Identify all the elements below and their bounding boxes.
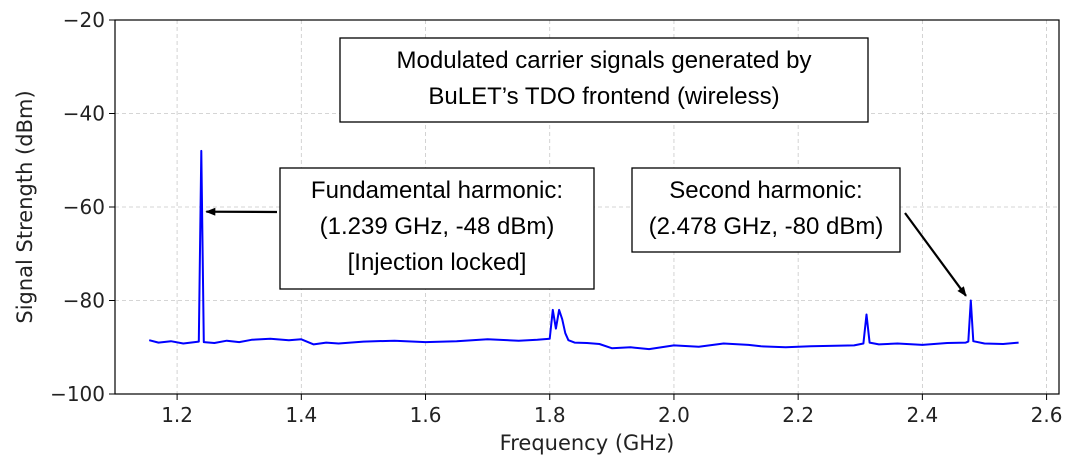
x-tick-label: 2.6 <box>1031 403 1063 427</box>
y-tick-label: −40 <box>63 102 105 126</box>
annotations: Modulated carrier signals generated by Bu… <box>205 37 967 297</box>
x-tick-label: 1.8 <box>534 403 566 427</box>
axis-ticks: 1.2 1.4 1.6 1.8 2.0 2.2 2.4 2.6 −20 −40 −60 −80 −100 <box>50 8 1062 427</box>
x-tick-label: 1.6 <box>410 403 442 427</box>
y-tick-label: −20 <box>63 8 105 32</box>
annotation-box-2: Second harmonic: (2.478 GHz, -80 dBm) <box>631 167 967 297</box>
y-axis-label: Signal Strength (dBm) <box>13 90 37 323</box>
annotation-frame <box>631 167 901 253</box>
y-tick-label: −80 <box>63 289 105 313</box>
annotation-box-0: Modulated carrier signals generated by Bu… <box>339 37 869 123</box>
annotation-box-1: Fundamental harmonic: (1.239 GHz, -48 dBm… <box>205 167 595 290</box>
series-line <box>148 149 1019 351</box>
annotation-frame <box>279 167 595 290</box>
x-tick-label: 2.2 <box>782 403 814 427</box>
x-tick-label: 1.2 <box>161 403 193 427</box>
annotation-text: [Injection locked] <box>348 249 527 276</box>
x-tick-label: 1.4 <box>285 403 317 427</box>
annotation-text: (1.239 GHz, -48 dBm) <box>320 213 555 240</box>
annotation-text: Modulated carrier signals generated by <box>397 47 812 74</box>
series-group <box>148 149 1019 351</box>
y-tick-label: −100 <box>50 382 105 406</box>
annotation-text: Fundamental harmonic: <box>311 177 563 204</box>
annotation-frame <box>339 37 869 123</box>
annotation-text: (2.478 GHz, -80 dBm) <box>649 213 884 240</box>
x-tick-label: 2.4 <box>906 403 938 427</box>
annotation-text: BuLET’s TDO frontend (wireless) <box>428 83 779 110</box>
annotation-arrow <box>904 212 967 297</box>
annotation-text: Second harmonic: <box>669 177 862 204</box>
x-tick-label: 2.0 <box>658 403 690 427</box>
x-axis-label: Frequency (GHz) <box>500 431 675 455</box>
y-tick-label: −60 <box>63 195 105 219</box>
